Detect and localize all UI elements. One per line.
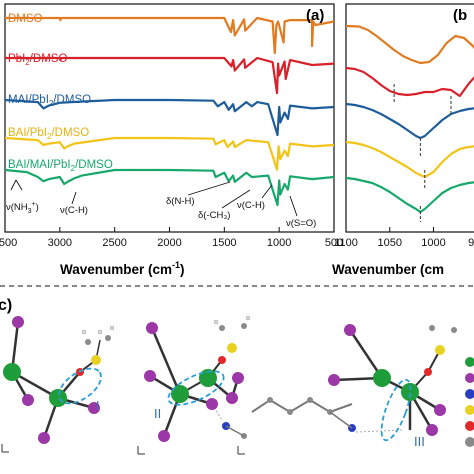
legend-dmso: DMSO [8,13,43,25]
series-b-pbi2-dmso [345,66,474,98]
series-a-pbi2-dmso [5,56,335,95]
panel-b-label: (b [453,7,467,24]
x-tick-label: 2000 [157,237,181,249]
arrow-ch [71,191,77,205]
panel-b-plot [345,24,474,222]
legend-bai-pbi2-dmso: BAI/PbI2/DMSO [8,127,89,141]
x-tick-label: 950 [468,237,474,249]
legend-mai-pbi2-dmso: MAI/PbI2/DMSO [8,94,91,108]
panel-a-xlabel: Wavenumber (cm-1) [60,260,185,277]
panel-a-label: (a) [306,7,324,24]
svg-text:II: II [154,406,161,421]
arrow-dch3 [221,189,251,209]
x-tick-label: 3000 [48,237,72,249]
element-legend-dots [465,357,474,447]
arrow-nh3 [10,179,23,191]
annotation-dch3: δ(-CH₃) [198,210,230,221]
arrow-dnh [187,181,231,196]
x-tick-label: 500 [325,237,343,249]
x-tick-label: 3500 [0,237,17,249]
series-a-bai-pbi2-dmso [4,136,335,171]
structure-i: I [1,316,115,453]
x-tick-label: 1500 [212,237,236,249]
annotation-dnh: δ(N-H) [166,196,195,207]
panel-a-annotations: ν(NH3+) ν(C-H) δ(N-H) δ(-CH₃) ν(C-H) ν(S… [6,179,316,229]
x-tick-label: 2500 [102,237,126,249]
panel-c-label: c) [0,297,12,314]
panel-a-plot [4,16,335,207]
structure-iii: III [237,324,457,455]
x-tick-label: 1050 [378,237,402,249]
arrow-vso [289,195,298,217]
panel-b-frame [345,3,474,233]
series-b-dmso [345,24,474,65]
x-tick-label: 1000 [267,237,291,249]
panel-b-x-axis: 1100 1050 1000 950 [334,227,474,249]
structure-ii: II [137,315,251,455]
series-a-dmso [5,16,335,55]
series-b-mai-pbi2-dmso [345,102,474,140]
legend-pbi2-dmso: PbI2/DMSO [8,53,67,67]
annotation-vch2: ν(C-H) [237,200,265,211]
annotation-vso: ν(S=O) [286,218,316,229]
arrow-vch2 [261,184,273,199]
series-b-bai-mai-pbi2-dmso [345,176,474,214]
series-a-mai-pbi2-dmso [4,98,335,137]
panel-a-x-axis: 3500 3000 2500 2000 1500 1000 500 [0,227,343,249]
legend-bai-mai-pbi2-dmso: BAI/MAI/PbI2/DMSO [8,159,113,173]
annotation-ch: ν(C-H) [60,205,88,216]
series-a-bai-mai-pbi2-dmso [4,168,335,207]
x-tick-label: 1100 [334,237,358,249]
panel-b-xlabel: Wavenumber (cm [332,262,444,277]
x-tick-label: 1000 [421,237,445,249]
svg-text:I: I [96,398,100,413]
annotation-nh3: ν(NH3+) [6,201,39,215]
svg-text:III: III [414,434,425,449]
series-b-bai-pbi2-dmso [345,140,474,179]
